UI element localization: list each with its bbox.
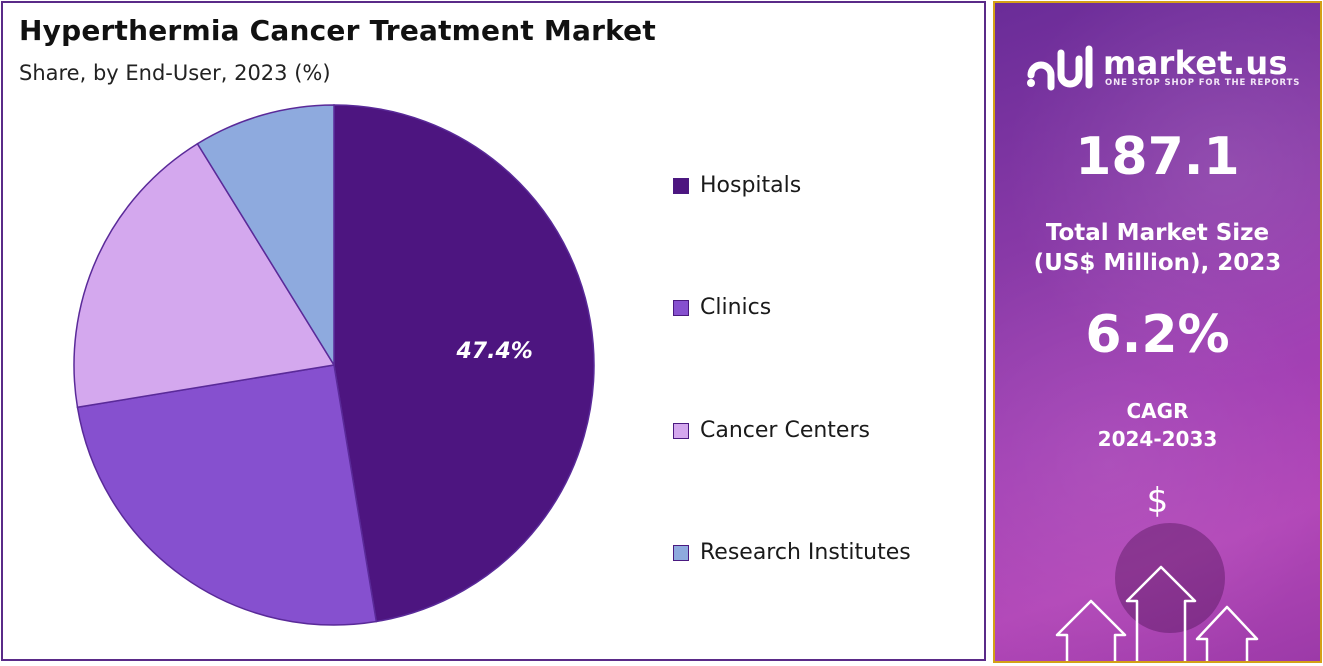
legend-swatch xyxy=(673,545,689,561)
legend-swatch xyxy=(673,178,689,194)
logo-tagline: ONE STOP SHOP FOR THE REPORTS xyxy=(1105,78,1301,88)
legend-label: Clinics xyxy=(700,295,772,320)
market-size-value: 187.1 xyxy=(1075,127,1240,187)
background-overlay xyxy=(995,3,1320,661)
pie-chart: 47.4% xyxy=(73,104,595,626)
cagr-label: CAGR xyxy=(1126,399,1189,423)
pie-slice-research-institutes xyxy=(196,104,335,368)
legend-label: Hospitals xyxy=(700,173,802,198)
logo-mark-icon xyxy=(1027,45,1093,91)
background-coin-shape xyxy=(1115,523,1225,633)
pie-slice-clinics xyxy=(76,364,378,626)
cagr-value: 6.2% xyxy=(1085,305,1230,365)
logo-name: market.us xyxy=(1103,44,1288,82)
legend-swatch xyxy=(673,423,689,439)
market-size-label-line2: (US$ Million), 2023 xyxy=(1033,250,1282,276)
stats-sidebar: market.us ONE STOP SHOP FOR THE REPORTS … xyxy=(993,1,1322,663)
chart-subtitle: Share, by End-User, 2023 (%) xyxy=(19,61,331,85)
chart-panel: Hyperthermia Cancer Treatment Market Sha… xyxy=(1,1,986,661)
cagr-period: 2024-2033 xyxy=(1097,427,1218,451)
market-size-label-line1: Total Market Size xyxy=(1045,220,1270,246)
market-us-logo: market.us ONE STOP SHOP FOR THE REPORTS xyxy=(1025,45,1305,95)
legend-label: Cancer Centers xyxy=(700,418,870,443)
dollar-icon: $ xyxy=(1146,481,1169,521)
pie-slice-hospitals xyxy=(333,104,595,623)
growth-arrows-icon xyxy=(1055,565,1259,661)
pie-slice-cancer-centers xyxy=(73,142,336,409)
legend-swatch xyxy=(673,300,689,316)
data-label-hospitals: 47.4% xyxy=(455,339,532,364)
legend-label: Research Institutes xyxy=(700,540,911,565)
chart-title: Hyperthermia Cancer Treatment Market xyxy=(19,14,656,47)
